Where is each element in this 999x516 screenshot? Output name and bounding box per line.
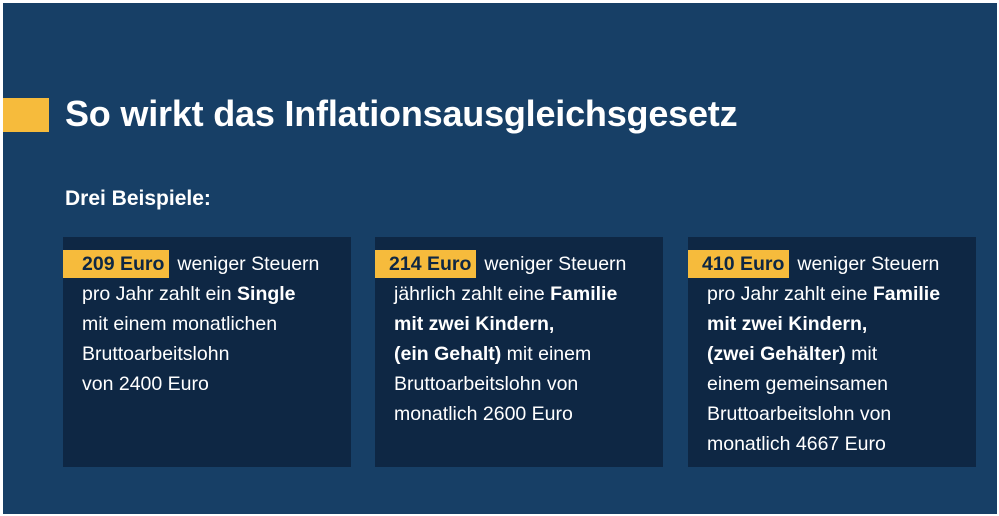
amount-badge: 209 Euro — [63, 250, 170, 278]
card-text-segment: pro Jahr zahlt ein — [82, 283, 238, 305]
card-text-segment: mit — [845, 343, 878, 365]
amount-badge: 410 Euro — [688, 250, 790, 278]
card-line: monatlich 2600 Euro — [394, 403, 573, 425]
card-text: 209 Euro weniger Steuern pro Jahr zahlt e… — [63, 249, 345, 399]
card-text-bold: (ein Gehalt) — [394, 343, 502, 365]
amount-badge: 214 Euro — [375, 250, 477, 278]
card-line: mit zwei Kindern, — [394, 313, 555, 335]
subtitle: Drei Beispiele: — [65, 187, 211, 210]
card-line: mit zwei Kindern, — [707, 313, 868, 335]
card-text-segment: mit einem — [501, 343, 592, 365]
card-line: (zwei Gehälter) mit — [688, 339, 970, 369]
card-line: 410 Euro weniger Steuern — [688, 249, 970, 279]
card-text-bold: Familie — [550, 283, 618, 305]
card-line: Bruttoarbeitslohn — [82, 343, 230, 365]
card-line: Bruttoarbeitslohn von — [707, 403, 892, 425]
card-text-bold: (zwei Gehälter) — [707, 343, 846, 365]
card-text: 410 Euro weniger Steuern pro Jahr zahlt e… — [688, 249, 970, 459]
card-lead: weniger Steuern — [484, 253, 627, 275]
card-line: monatlich 4667 Euro — [707, 433, 886, 455]
card-text-segment: pro Jahr zahlt eine — [707, 283, 873, 305]
card-line: mit einem monatlichen — [82, 313, 278, 335]
banner-background: So wirkt das Inflationsausgleichsgesetz … — [3, 3, 997, 514]
card-text-segment: jährlich zahlt eine — [394, 283, 551, 305]
card-line: 209 Euro weniger Steuern — [63, 249, 345, 279]
card-text-bold: Single — [237, 283, 296, 305]
card-line: Bruttoarbeitslohn von — [394, 373, 579, 395]
card-text-bold: Familie — [872, 283, 941, 305]
card-lead: weniger Steuern — [177, 253, 320, 275]
accent-bar — [3, 98, 49, 132]
example-card-family-two-incomes: 410 Euro weniger Steuern pro Jahr zahlt e… — [688, 237, 976, 467]
card-lead: weniger Steuern — [797, 253, 940, 275]
card-line: (ein Gehalt) mit einem — [375, 339, 657, 369]
example-card-family-one-income: 214 Euro weniger Steuern jährlich zahlt e… — [375, 237, 663, 467]
card-line: jährlich zahlt eine Familie — [375, 279, 657, 309]
card-text: 214 Euro weniger Steuern jährlich zahlt e… — [375, 249, 657, 429]
card-line: pro Jahr zahlt ein Single — [63, 279, 345, 309]
example-card-single: 209 Euro weniger Steuern pro Jahr zahlt e… — [63, 237, 351, 467]
card-line: 214 Euro weniger Steuern — [375, 249, 657, 279]
card-line: einem gemeinsamen — [707, 373, 889, 395]
page-title: So wirkt das Inflationsausgleichsgesetz — [65, 93, 738, 134]
card-line: pro Jahr zahlt eine Familie — [688, 279, 970, 309]
card-line: von 2400 Euro — [82, 373, 209, 395]
